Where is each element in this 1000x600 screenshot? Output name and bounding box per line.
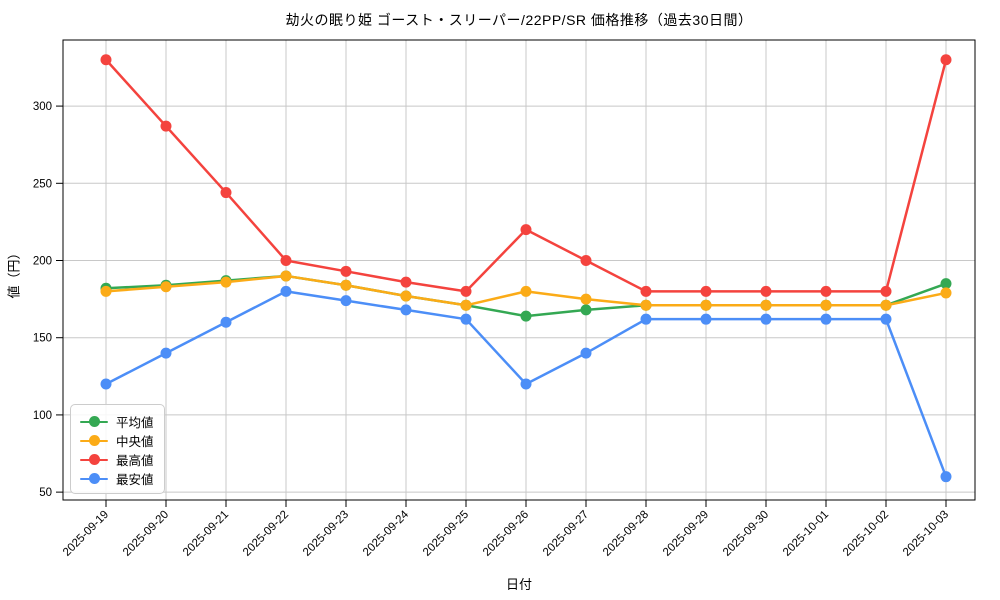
data-point-max	[280, 255, 292, 267]
legend-item-max: 最高値	[80, 450, 154, 469]
x-tick-label: 2025-09-28	[601, 509, 651, 559]
legend-item-average: 平均値	[80, 412, 154, 431]
series-lines	[100, 54, 952, 483]
plot-border	[62, 39, 976, 501]
data-point-min	[280, 285, 292, 297]
data-point-median	[760, 299, 772, 311]
data-point-median	[880, 299, 892, 311]
data-point-min	[820, 313, 832, 325]
x-tick-label: 2025-09-21	[181, 509, 231, 559]
data-point-max	[100, 54, 112, 66]
data-point-min	[760, 313, 772, 325]
chart-title: 劫火の眠り姫 ゴースト・スリーパー/22PP/SR 価格推移（過去30日間）	[285, 12, 753, 28]
data-point-min	[100, 378, 112, 390]
data-point-max	[640, 285, 652, 297]
legend: 平均値中央値最高値最安値	[70, 404, 165, 494]
data-point-min	[520, 378, 532, 390]
y-tick-label: 200	[33, 256, 52, 268]
data-point-median	[400, 290, 412, 302]
gridlines	[63, 40, 975, 500]
legend-marker-min	[80, 473, 108, 484]
data-point-max	[220, 187, 232, 199]
data-point-median	[280, 270, 292, 282]
x-tick-label: 2025-09-29	[661, 509, 711, 559]
data-point-min	[460, 313, 472, 325]
data-point-min	[340, 295, 352, 307]
data-point-median	[220, 276, 232, 288]
y-tick-label: 150	[33, 333, 52, 345]
x-tick-label: 2025-09-26	[481, 509, 531, 559]
y-tick-label: 50	[39, 487, 52, 499]
legend-label-average: 平均値	[116, 416, 154, 430]
data-point-median	[160, 281, 172, 293]
data-point-average	[520, 310, 532, 322]
data-point-max	[940, 54, 952, 66]
data-point-min	[880, 313, 892, 325]
data-point-median	[820, 299, 832, 311]
data-point-median	[580, 293, 592, 305]
data-point-median	[460, 299, 472, 311]
data-point-max	[340, 265, 352, 277]
x-tick-label: 2025-09-25	[421, 509, 471, 559]
data-point-min	[700, 313, 712, 325]
data-point-max	[880, 285, 892, 297]
x-tick-label: 2025-10-01	[781, 509, 831, 559]
data-point-max	[400, 276, 412, 288]
legend-marker-median	[80, 435, 108, 446]
legend-item-median: 中央値	[80, 431, 154, 450]
data-point-max	[460, 285, 472, 297]
legend-label-median: 中央値	[116, 435, 154, 449]
y-tick-label: 300	[33, 101, 52, 113]
x-tick-label: 2025-09-30	[721, 509, 771, 559]
data-point-min	[160, 347, 172, 359]
data-point-max	[160, 120, 172, 132]
data-point-min	[580, 347, 592, 359]
data-point-median	[340, 279, 352, 291]
data-point-max	[700, 285, 712, 297]
y-axis: 50 100 150 200 250 300	[33, 101, 63, 499]
series-median	[100, 270, 952, 311]
x-tick-label: 2025-09-19	[61, 509, 111, 559]
x-tick-label: 2025-10-03	[901, 509, 951, 559]
data-point-max	[760, 285, 772, 297]
data-point-max	[820, 285, 832, 297]
x-axis-label: 日付	[505, 577, 532, 592]
data-point-max	[580, 255, 592, 267]
data-point-median	[940, 287, 952, 299]
legend-label-min: 最安値	[116, 473, 154, 487]
data-point-min	[400, 304, 412, 316]
x-tick-label: 2025-09-24	[361, 508, 412, 559]
x-axis: 2025-09-19 2025-09-20 2025-09-21 2025-09-22…	[61, 500, 951, 559]
data-point-min	[640, 313, 652, 325]
data-point-median	[700, 299, 712, 311]
legend-item-min: 最安値	[80, 469, 154, 488]
series-min	[100, 285, 952, 483]
data-point-min	[220, 316, 232, 328]
x-tick-label: 2025-09-22	[241, 509, 291, 559]
data-point-median	[520, 285, 532, 297]
data-point-max	[520, 224, 532, 236]
data-point-median	[100, 285, 112, 297]
data-point-min	[940, 471, 952, 483]
data-point-average	[580, 304, 592, 316]
y-tick-label: 100	[33, 410, 52, 422]
series-max	[100, 54, 952, 297]
x-tick-label: 2025-09-27	[541, 509, 591, 559]
y-axis-label: 値（円）	[6, 246, 22, 299]
legend-marker-average	[80, 416, 108, 427]
data-point-median	[640, 299, 652, 311]
data-point-average	[940, 278, 952, 290]
legend-marker-max	[80, 454, 108, 465]
y-tick-label: 250	[33, 178, 52, 190]
legend-label-max: 最高値	[116, 454, 154, 468]
x-tick-label: 2025-09-23	[301, 509, 351, 559]
x-tick-label: 2025-09-20	[121, 509, 171, 559]
x-tick-label: 2025-10-02	[841, 509, 891, 559]
